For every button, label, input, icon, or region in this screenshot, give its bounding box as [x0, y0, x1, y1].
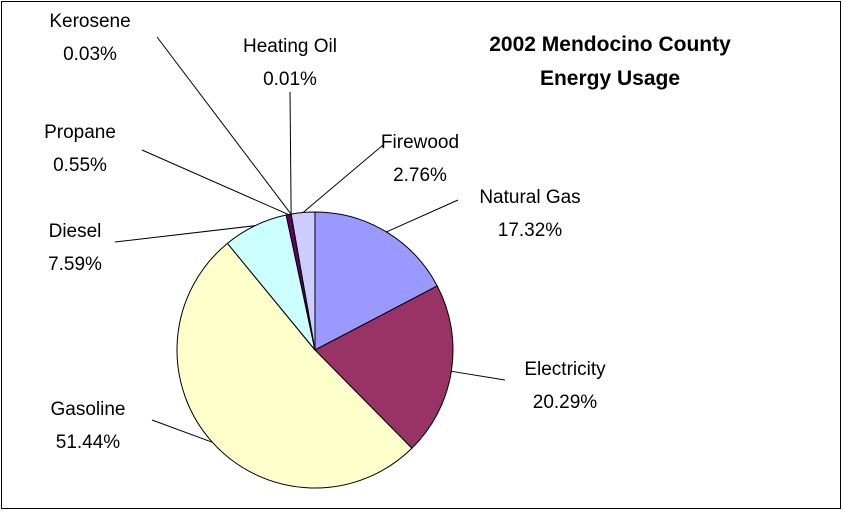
slice-value-label: 0.55% — [53, 155, 107, 176]
pie-slice — [176, 242, 413, 489]
slice-label: Gasoline — [51, 399, 126, 420]
slice-value-label: 17.32% — [498, 220, 563, 241]
leader-line — [386, 199, 459, 233]
leader-line — [151, 419, 213, 443]
pie-slice — [314, 285, 454, 449]
slice-value-label: 51.44% — [56, 432, 121, 453]
slice-label: Heating Oil — [243, 36, 337, 57]
slice-label: Natural Gas — [479, 187, 580, 208]
leader-line — [156, 36, 292, 215]
leader-line — [141, 149, 289, 216]
slice-label: Propane — [44, 122, 116, 143]
slice-value-label: 7.59% — [48, 254, 102, 275]
leader-line — [289, 91, 292, 215]
chart-title: 2002 Mendocino County Energy Usage — [489, 33, 731, 90]
slice-value-label: 0.03% — [63, 44, 117, 65]
slice-label: Diesel — [49, 221, 102, 242]
leader-line — [114, 225, 256, 243]
leader-line — [451, 370, 506, 381]
slice-label: Electricity — [524, 359, 606, 380]
slice-label: Firewood — [381, 132, 459, 153]
slice-value-label: 0.01% — [263, 69, 317, 90]
slice-label: Kerosene — [49, 11, 130, 32]
slice-value-label: 20.29% — [533, 392, 598, 413]
pie-slice — [314, 211, 438, 351]
leader-line — [302, 144, 384, 213]
slice-value-label: 2.76% — [393, 165, 447, 186]
